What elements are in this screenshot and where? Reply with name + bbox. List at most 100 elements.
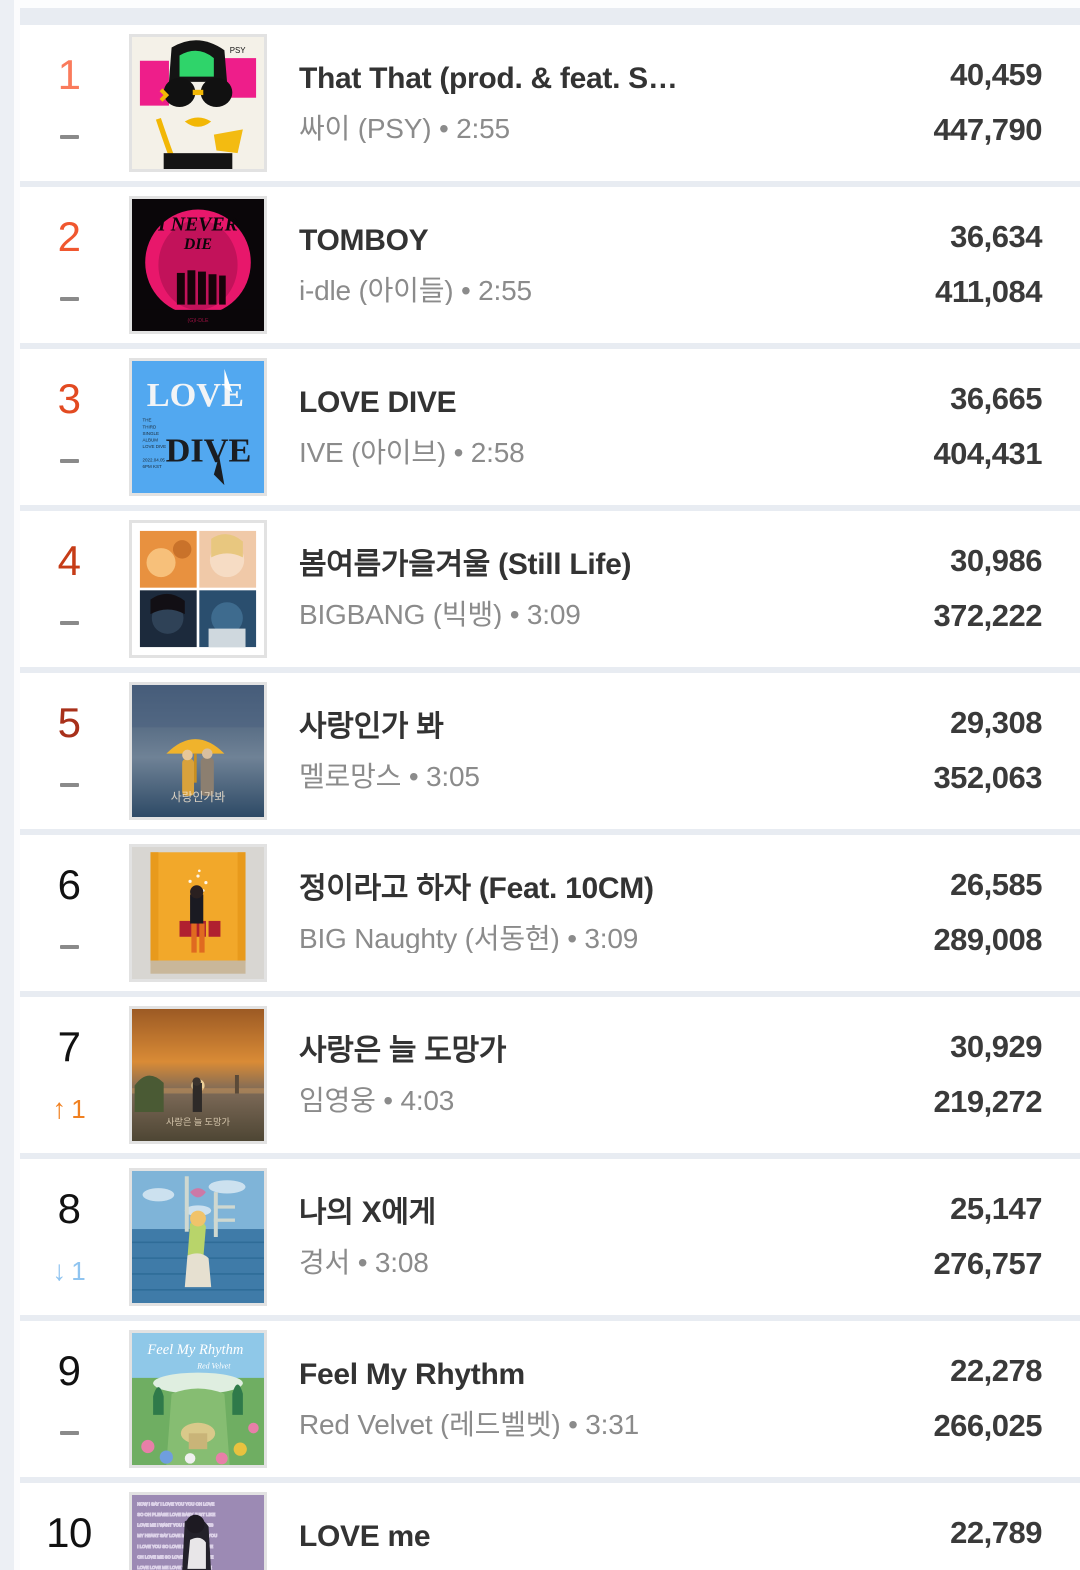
chart-row[interactable]: 2 I NEVER DIE (G)I-DLE TOMBOY i-dle (아이들)…	[0, 187, 1080, 343]
rank-number: 1	[57, 51, 81, 98]
rank-column: 3	[0, 349, 118, 505]
track-meta-column: That That (prod. & feat. S… 싸이 (PSY) • 2:…	[278, 63, 822, 144]
stat-secondary-count: 447,790	[933, 112, 1042, 147]
track-artist-duration[interactable]: BIGBANG (빅뱅) • 3:09	[299, 600, 581, 630]
track-artist-duration[interactable]: 임영웅 • 4:03	[299, 1086, 455, 1116]
svg-text:MY HEART SAY LOVE ME NOW MY YO: MY HEART SAY LOVE ME NOW MY YOU	[137, 1533, 217, 1538]
rank-same-dash-icon	[59, 621, 79, 625]
rank-column: 8 ↓ 1	[0, 1159, 118, 1315]
rank-change-none-icon	[59, 284, 79, 314]
album-art-thumbnail[interactable]: NOW I SAY I LOVE YOU YOU OH LOVE SO OH P…	[129, 1492, 267, 1570]
rank-same-dash-icon	[59, 297, 79, 301]
chart-row[interactable]: 8 ↓ 1 나의 X	[0, 1159, 1080, 1315]
stat-primary-count: 29,308	[950, 705, 1042, 741]
rank-change-value: 1	[71, 1256, 86, 1286]
track-artist-duration[interactable]: IVE (아이브) • 2:58	[299, 438, 525, 468]
stats-column: 22,789259,128	[822, 1517, 1080, 1570]
album-art-thumbnail[interactable]: Feel My Rhythm Red Velvet	[129, 1330, 267, 1468]
track-title[interactable]: 봄여름가을겨울 (Still Life)	[299, 548, 632, 581]
chart-row[interactable]: 3 LOVE DIVE THE THIRD SINGLE ALBUM LOVE DIV…	[0, 349, 1080, 505]
album-art-thumbnail[interactable]	[129, 520, 267, 658]
album-art-thumbnail[interactable]: 사랑은 늘 도망가	[129, 1006, 267, 1144]
track-title[interactable]: 사랑은 늘 도망가	[299, 1034, 507, 1067]
track-title[interactable]: Feel My Rhythm	[299, 1358, 525, 1391]
svg-text:6PM KST: 6PM KST	[143, 464, 162, 469]
rank-change-up: ↑ 1	[52, 1094, 85, 1124]
chart-row[interactable]: 6 정이라고 하자 (Feat. 10CM) BIG Naughty (서동현)	[0, 835, 1080, 991]
track-meta-column: LOVE meBE'O (비오) • 2:54	[278, 1521, 822, 1570]
stats-column: 25,147 276,757	[822, 1193, 1080, 1280]
album-art-column: I NEVER DIE (G)I-DLE	[118, 196, 278, 334]
stat-primary-count: 36,665	[950, 381, 1042, 417]
album-art-thumbnail[interactable]: 사랑인가봐	[129, 682, 267, 820]
stat-primary-count: 26,585	[950, 867, 1042, 903]
row-separator	[0, 181, 1080, 187]
rank-column: 1	[0, 25, 118, 181]
chart-row[interactable]: 10 NOW I SAY I LOVE YOU YOU OH LOVE SO O…	[0, 1483, 1080, 1570]
track-title[interactable]: 정이라고 하자 (Feat. 10CM)	[299, 872, 654, 905]
album-art-thumbnail[interactable]: PSY	[129, 34, 267, 172]
stats-column: 30,986 372,222	[822, 545, 1080, 632]
chart-rows: 1 PSY That That (prod. & feat. S… 싸이 (PSY…	[0, 25, 1080, 1570]
svg-text:LOVE: LOVE	[147, 376, 244, 414]
rank-number: 4	[57, 537, 81, 584]
track-artist-duration[interactable]: 경서 • 3:08	[299, 1248, 429, 1278]
rank-column: 5	[0, 673, 118, 829]
track-artist-duration[interactable]: 싸이 (PSY) • 2:55	[299, 114, 510, 144]
rank-number: 7	[57, 1023, 81, 1070]
rank-change-none-icon	[59, 932, 79, 962]
stats-column: 29,308 352,063	[822, 707, 1080, 794]
chart-row[interactable]: 4 봄여름가을겨울 (Still Life) BIGBANG (빅뱅) • 3:0…	[0, 511, 1080, 667]
stat-secondary-count: 219,272	[933, 1084, 1042, 1119]
rank-column: 6	[0, 835, 118, 991]
track-artist-duration[interactable]: 멜로망스 • 3:05	[299, 762, 480, 792]
album-art-thumbnail[interactable]: LOVE DIVE THE THIRD SINGLE ALBUM LOVE DIVE …	[129, 358, 267, 496]
track-artist-duration[interactable]: BIG Naughty (서동현) • 3:09	[299, 924, 639, 954]
chart-row[interactable]: 9 Feel My Rhythm Red Velvet Feel My R	[0, 1321, 1080, 1477]
album-art-thumbnail[interactable]: I NEVER DIE (G)I-DLE	[129, 196, 267, 334]
row-separator	[0, 1153, 1080, 1159]
track-artist-duration[interactable]: Red Velvet (레드벨벳) • 3:31	[299, 1410, 639, 1440]
track-title[interactable]: LOVE DIVE	[299, 386, 457, 419]
stat-secondary-count: 352,063	[933, 760, 1042, 795]
stats-column: 30,929 219,272	[822, 1031, 1080, 1118]
row-separator	[0, 829, 1080, 835]
svg-text:Red Velvet: Red Velvet	[196, 1362, 231, 1371]
album-art-thumbnail[interactable]	[129, 1168, 267, 1306]
rank-number: 2	[57, 213, 81, 260]
track-artist-duration[interactable]: i-dle (아이들) • 2:55	[299, 276, 532, 306]
album-art-column: 사랑은 늘 도망가	[118, 1006, 278, 1144]
stat-primary-count: 30,986	[950, 543, 1042, 579]
rank-number: 8	[57, 1185, 81, 1232]
track-meta-column: 정이라고 하자 (Feat. 10CM) BIG Naughty (서동현) • …	[278, 873, 822, 954]
album-art-column	[118, 844, 278, 982]
track-meta-column: TOMBOY i-dle (아이들) • 2:55	[278, 225, 822, 306]
rank-change-none-icon	[59, 1418, 79, 1448]
rank-column: 7 ↑ 1	[0, 997, 118, 1153]
svg-text:사랑은 늘 도망가: 사랑은 늘 도망가	[166, 1116, 231, 1127]
album-art-column: LOVE DIVE THE THIRD SINGLE ALBUM LOVE DIVE …	[118, 358, 278, 496]
rank-number: 6	[57, 861, 81, 908]
stats-column: 40,459 447,790	[822, 59, 1080, 146]
chart-row[interactable]: 1 PSY That That (prod. & feat. S… 싸이 (PSY…	[0, 25, 1080, 181]
track-title[interactable]: That That (prod. & feat. S…	[299, 62, 678, 95]
rank-number: 3	[57, 375, 81, 422]
svg-text:사랑인가봐: 사랑인가봐	[171, 790, 226, 804]
track-title[interactable]: 나의 X에게	[299, 1196, 436, 1229]
stat-primary-count: 40,459	[950, 57, 1042, 93]
album-art-thumbnail[interactable]	[129, 844, 267, 982]
svg-text:Feel My Rhythm: Feel My Rhythm	[146, 1342, 243, 1358]
track-title[interactable]: 사랑인가 봐	[299, 710, 444, 743]
svg-text:LOVE LOVE ME LOVE YOU ALL LOVE: LOVE LOVE ME LOVE YOU ALL LOVE	[137, 1565, 212, 1570]
track-title[interactable]: TOMBOY	[299, 224, 429, 257]
svg-text:SINGLE: SINGLE	[143, 431, 159, 436]
stat-secondary-count: 266,025	[933, 1408, 1042, 1443]
chart-row[interactable]: 7 ↑ 1 사랑은 늘 도망가 사랑은 늘 도망가 임영웅 • 4:03 30,929 2…	[0, 997, 1080, 1153]
rank-column: 10	[0, 1483, 118, 1570]
track-title[interactable]: LOVE me	[299, 1520, 431, 1553]
stat-secondary-count: 404,431	[933, 436, 1042, 471]
album-art-column: NOW I SAY I LOVE YOU YOU OH LOVE SO OH P…	[118, 1492, 278, 1570]
svg-text:LOVE DIVE: LOVE DIVE	[143, 444, 167, 449]
stats-column: 26,585 289,008	[822, 869, 1080, 956]
